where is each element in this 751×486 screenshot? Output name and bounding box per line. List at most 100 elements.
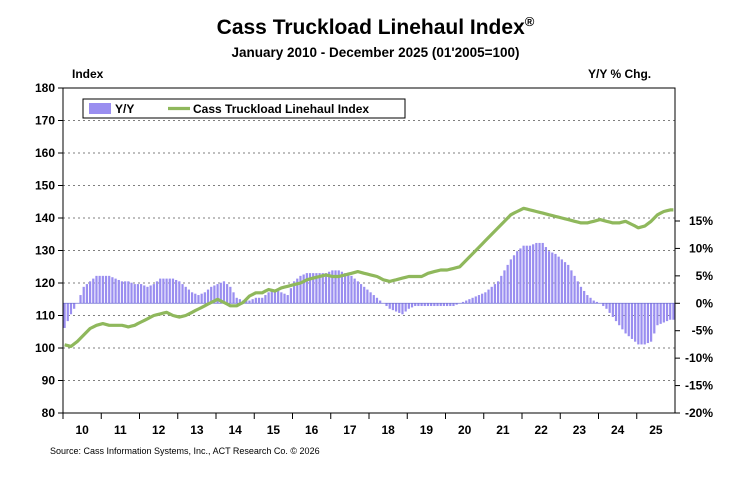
yy-bar [277, 290, 280, 304]
yy-bar [190, 292, 194, 304]
yy-bar [273, 289, 277, 304]
yy-bar [586, 295, 589, 304]
yy-bar [468, 299, 471, 304]
yy-bar [477, 295, 481, 304]
yy-bar [391, 303, 395, 311]
yy-bar [165, 278, 168, 304]
yy-bar [305, 273, 308, 304]
index-line [64, 206, 674, 348]
yy-bar [206, 289, 210, 304]
yy-bar [649, 303, 653, 342]
yy-bar [583, 290, 586, 304]
yy-bar [634, 303, 637, 342]
yy-bar [111, 277, 114, 304]
yy-bar [181, 284, 184, 304]
x-tick-label: 19 [420, 423, 434, 437]
yy-bar [379, 300, 382, 304]
yy-bar [261, 297, 264, 304]
yy-bar [270, 290, 273, 304]
yy-bar [308, 273, 312, 304]
x-tick-label: 14 [228, 423, 242, 437]
yy-bar [353, 278, 356, 304]
yy-bar [551, 252, 554, 304]
yy-bar [417, 303, 420, 307]
x-tick-label: 22 [534, 423, 548, 437]
yy-bar [602, 303, 605, 307]
yy-bar [120, 281, 124, 304]
left-axis-ticks: 80 90 100 110 120 130 140 150 160 170 180 [35, 81, 63, 420]
yy-bar [251, 299, 254, 304]
left-tick-label: 90 [42, 374, 56, 388]
yy-bar [509, 259, 512, 304]
right-tick-label: -20% [685, 406, 713, 420]
yy-bar [414, 303, 417, 307]
yy-bar [528, 245, 532, 304]
yy-bar [194, 293, 197, 304]
yy-bar [672, 303, 675, 320]
x-tick-label: 11 [114, 423, 127, 437]
x-tick-label: 25 [649, 423, 663, 437]
yy-bar [430, 303, 433, 307]
yy-bar [665, 303, 669, 322]
yy-bar [267, 292, 270, 304]
legend-label-index: Cass Truckload Linehaul Index [193, 102, 369, 116]
yy-bar [248, 300, 251, 304]
legend-swatch-yy [89, 103, 111, 114]
grid-lines [63, 120, 675, 381]
yy-bar [506, 264, 509, 304]
left-tick-label: 140 [35, 211, 55, 225]
yy-bar [567, 264, 570, 304]
yy-bar [436, 303, 439, 307]
yy-bar [321, 273, 324, 304]
right-tick-label: -5% [692, 324, 714, 338]
yy-bar [245, 300, 248, 304]
yy-bar [238, 299, 242, 304]
yy-bar [500, 275, 503, 304]
yy-bar [627, 303, 630, 337]
right-tick-label: 0% [696, 296, 714, 310]
yy-bar [328, 271, 331, 304]
source-note: Source: Cass Information Systems, Inc., … [50, 446, 320, 456]
yy-bar [229, 286, 232, 304]
yy-bar [292, 281, 296, 304]
yy-bar [614, 303, 618, 322]
yy-bar [445, 303, 449, 307]
yy-bar [570, 270, 573, 304]
yy-bar [82, 286, 85, 304]
left-tick-label: 80 [42, 406, 56, 420]
yy-bar [130, 282, 133, 304]
yy-bar [394, 303, 398, 312]
yy-bar [519, 248, 522, 304]
yy-bar [449, 303, 452, 307]
yy-bar [73, 303, 76, 309]
yy-bar [114, 278, 117, 304]
legend-box [82, 98, 406, 119]
yy-bar [146, 286, 149, 304]
yy-bar [630, 303, 634, 339]
yy-bar [175, 279, 178, 304]
yy-bar [455, 303, 458, 305]
yy-bar [516, 251, 519, 304]
right-tick-label: -15% [685, 379, 713, 393]
yy-bar [560, 259, 563, 304]
yy-bar [92, 278, 95, 304]
right-tick-label: -10% [685, 351, 713, 365]
yy-bar [155, 281, 159, 304]
yy-bar [69, 303, 73, 315]
right-tick-label: 10% [689, 241, 713, 255]
left-tick-label: 160 [35, 146, 55, 160]
left-tick-label: 130 [35, 244, 55, 258]
yy-bar [286, 295, 289, 304]
yy-bar [187, 289, 191, 304]
legend-label-yy: Y/Y [115, 102, 134, 116]
yy-bar [343, 273, 347, 304]
yy-bar [280, 292, 283, 304]
yy-bar [347, 274, 350, 304]
yy-bar [63, 303, 66, 328]
yy-bar [643, 303, 646, 345]
x-axis-ticks: 10 11 12 13 14 15 16 17 18 19 20 21 22 23 24 25 [62, 413, 663, 437]
left-tick-label: 110 [36, 309, 56, 323]
yy-bar [88, 281, 92, 304]
yy-bar [334, 270, 337, 304]
yy-bar [216, 284, 219, 304]
